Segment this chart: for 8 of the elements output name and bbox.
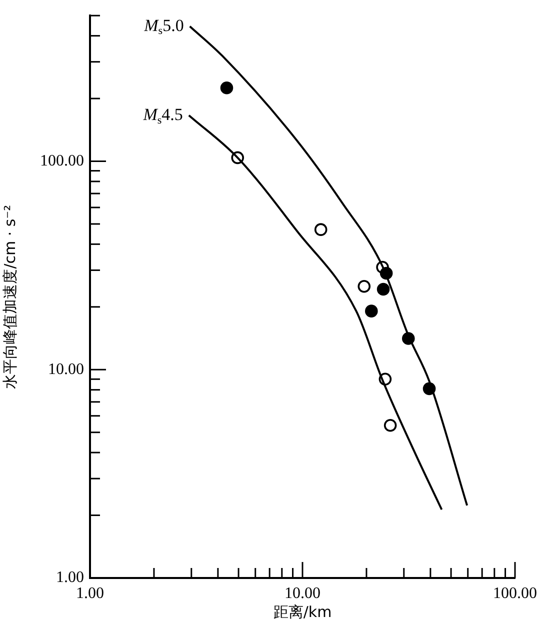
x-tick-label: 10.00 <box>284 584 320 602</box>
x-tick-label: 1.00 <box>76 584 104 602</box>
y-axis-title: 水平向峰值加速度/cm · s⁻² <box>0 204 19 389</box>
x-axis-title: 距离/km <box>273 602 332 621</box>
y-tick-label: 10.00 <box>48 360 84 378</box>
y-tick-label: 100.00 <box>40 152 84 170</box>
x-tick-label: 100.00 <box>493 584 537 602</box>
y-tick-label: 1.00 <box>56 569 84 586</box>
